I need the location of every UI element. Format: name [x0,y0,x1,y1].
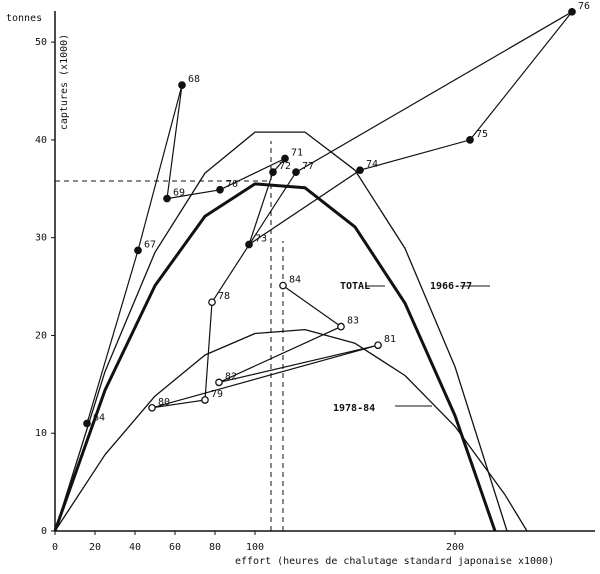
point-label: 69 [173,188,185,199]
point [216,185,224,194]
point-label: 77 [302,161,314,172]
y-tick-label: 10 [35,428,47,439]
point-label: 72 [279,161,291,172]
x-axis-title: effort (heures de chalutage standard jap… [235,556,554,567]
point-label: 79 [211,389,223,400]
point-label: 68 [188,74,200,85]
x-tick-label: 100 [246,542,264,553]
y-tick-label: 0 [41,526,47,537]
point [356,166,364,175]
x-tick-label: 200 [446,542,464,553]
point [201,396,209,404]
point [568,7,576,16]
point [134,246,142,255]
point [337,322,345,331]
curve [54,328,528,532]
trajectory-line [86,11,573,424]
y-tick-label: 50 [35,37,47,48]
point-label: 81 [384,334,396,345]
point [178,81,186,89]
y-axis-title: captures (x1000) [59,34,70,130]
point [83,419,91,428]
point [269,168,277,177]
y-tick-label: 20 [35,330,47,341]
point-label: 84 [289,275,301,286]
point-label: 67 [144,239,156,250]
point [466,136,474,144]
x-tick-label: 60 [169,542,181,553]
point [281,154,289,163]
y-tick-label: 40 [35,135,47,146]
curve [53,182,497,532]
curve [54,131,508,532]
legend-label: 1966-77 [430,281,472,292]
point-label: 75 [476,129,488,140]
point-label: 78 [218,291,230,302]
y-unit: tonnes [6,13,42,24]
point [279,281,287,290]
y-tick-label: 30 [35,233,47,244]
point-label: 83 [347,316,359,327]
point [208,298,216,307]
legend-label: TOTAL [340,281,370,292]
legend-label: 1978-84 [333,403,375,414]
point-label: 73 [255,234,267,245]
x-tick-label: 40 [129,542,141,553]
point-label: 76 [578,1,590,12]
point [245,240,253,249]
point-label: 80 [158,397,170,408]
point [215,378,223,387]
point-label: 82 [225,371,237,382]
point [148,403,156,412]
x-tick-label: 20 [89,542,101,553]
point-label: 71 [291,147,303,158]
point [292,168,300,177]
x-tick-label: 0 [52,542,58,553]
x-tick-label: 80 [209,542,221,553]
point-label: 70 [226,179,238,190]
point-label: 74 [366,159,378,170]
point-label: 64 [93,412,105,423]
point [163,194,171,203]
point [374,341,382,350]
